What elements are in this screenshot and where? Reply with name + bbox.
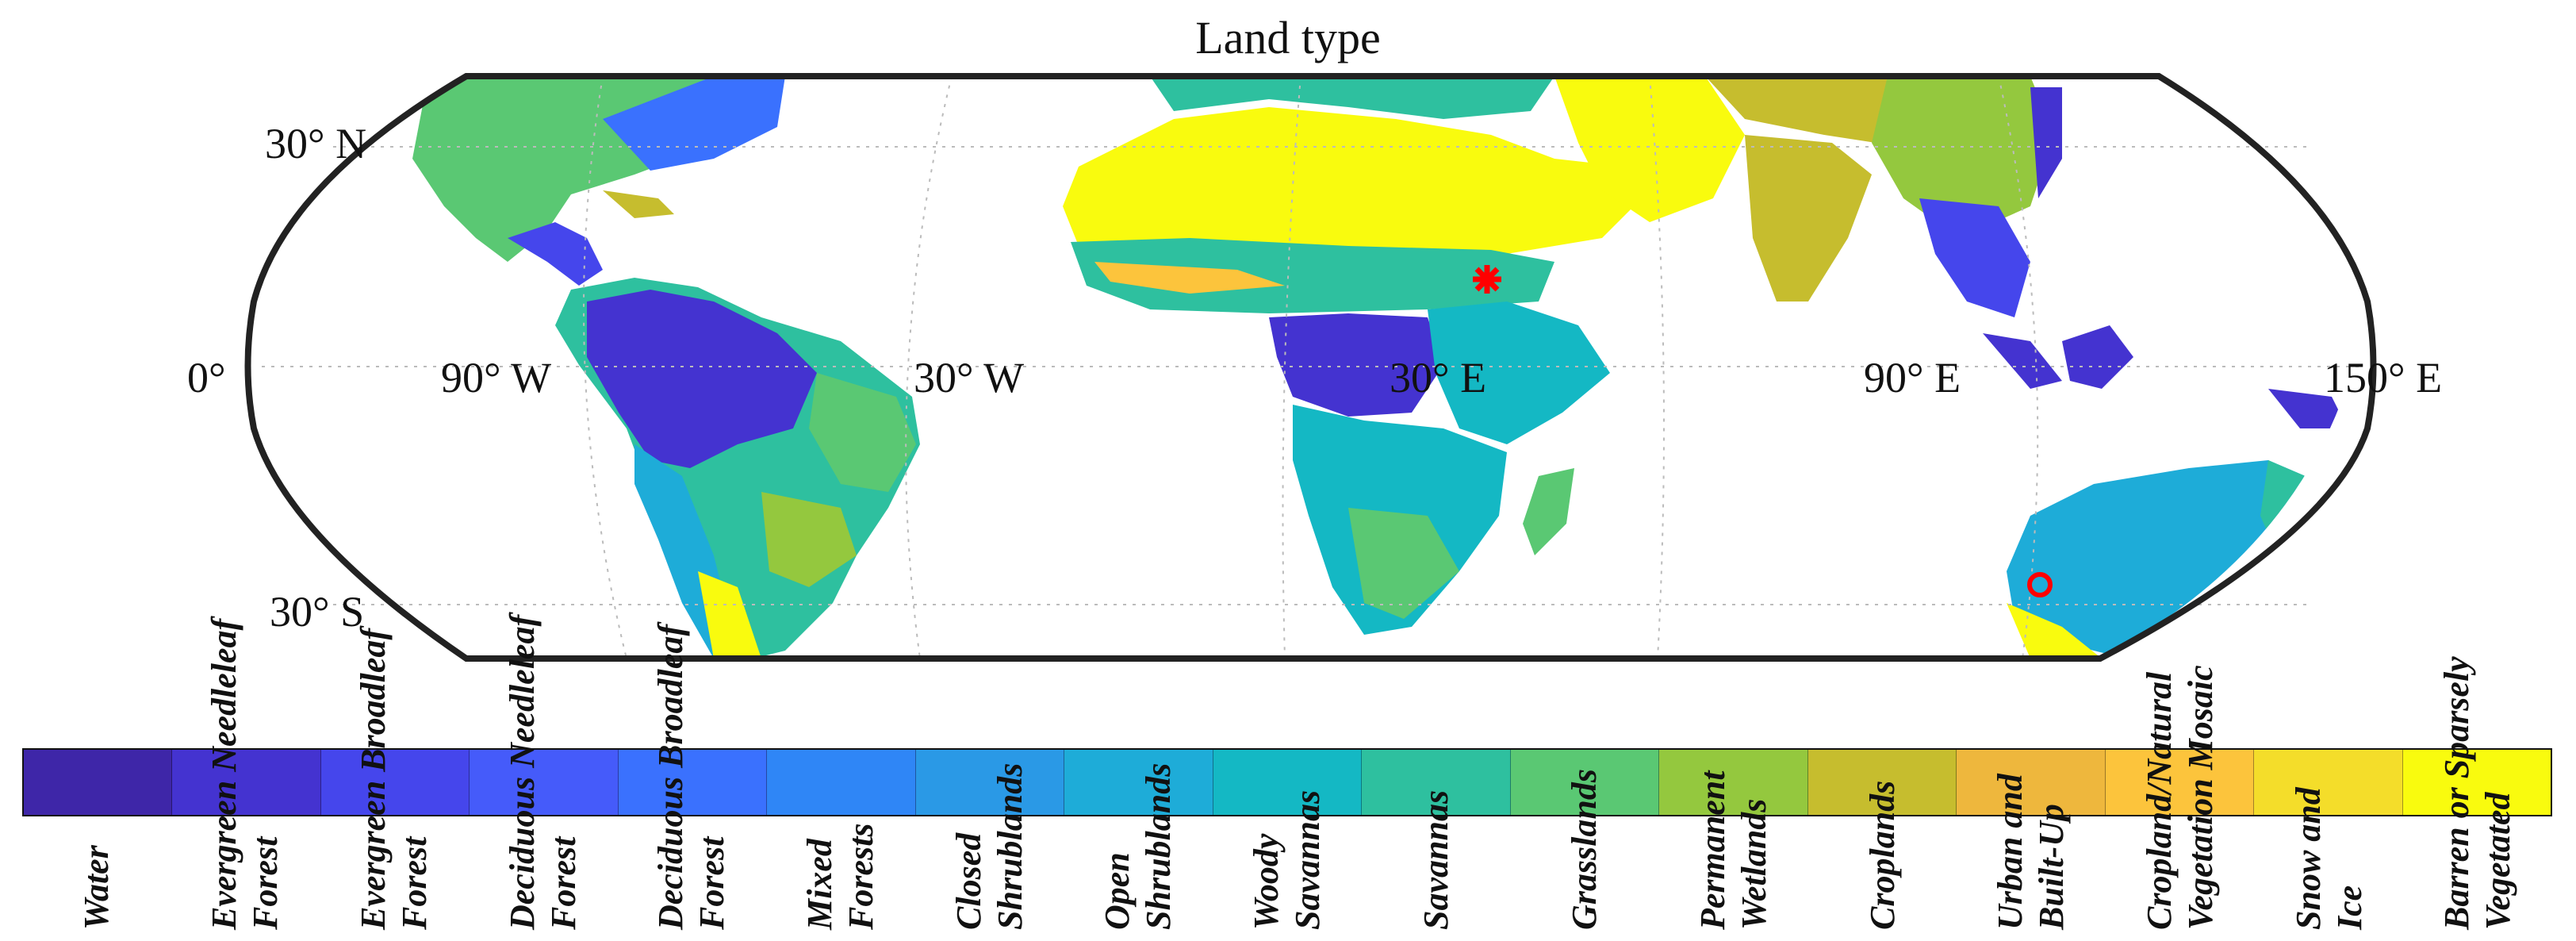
land-madagascar (1523, 468, 1574, 555)
land-india (1745, 135, 1872, 302)
colorbar-swatch (1362, 750, 1511, 815)
colorbar-label: Urban and (1991, 774, 2030, 930)
colorbar-label: Barren or Sparsely (2437, 656, 2477, 930)
land-europe (1150, 76, 1554, 119)
colorbar-label: Savannas (1416, 789, 1455, 930)
colorbar-label: Forests (841, 823, 881, 930)
lat-label-30s: 30° S (270, 588, 365, 636)
colorbar-swatch (2105, 750, 2255, 815)
land-papua (2268, 389, 2348, 428)
land-south-america-east (809, 373, 916, 492)
colorbar-label: Savannas (1288, 789, 1327, 930)
colorbar-label: Evergreen Broadleaf (354, 628, 393, 930)
land-middle-east (1554, 76, 1745, 222)
colorbar-label: Deciduous Broadleaf (651, 624, 691, 930)
lon-label-90w: 90° W (441, 354, 552, 401)
colorbar-label: Mixed (800, 839, 840, 930)
lon-label-90e: 90° E (1864, 354, 1961, 401)
colorbar-label: Ice (2329, 885, 2369, 930)
colorbar-label: Forest (543, 836, 583, 930)
map-frame (244, 73, 2377, 662)
colorbar-label: Grasslands (1565, 769, 1604, 930)
colorbar-label: Built-Up (2032, 804, 2072, 930)
land-patagonia (698, 571, 761, 659)
colorbar-swatch (1807, 750, 1957, 815)
land-sumatra (1983, 333, 2062, 389)
colorbar-label: Deciduous Needleleaf (502, 614, 542, 930)
map-title: Land type (1195, 12, 1381, 63)
colorbar-label: Forest (395, 836, 435, 930)
colorbar-swatch (618, 750, 768, 815)
colorbar-swatch (1659, 750, 1808, 815)
colorbar-label: Closed (949, 832, 988, 930)
colorbar-swatch (2254, 750, 2403, 815)
land-sahel (1071, 238, 1554, 313)
lat-label-30n: 30° N (265, 120, 367, 167)
circle-marker (2027, 572, 2053, 597)
land-amazon (587, 290, 817, 468)
colorbar-swatch (24, 750, 173, 815)
land-sahel-crops (1094, 262, 1285, 294)
colorbar-label: Forest (692, 836, 732, 930)
colorbar-swatch (470, 750, 619, 815)
lon-label-150e: 150° E (2324, 354, 2443, 401)
graticule (262, 75, 2363, 659)
colorbar-label: Open (1098, 852, 1137, 930)
land-east-coast (2030, 87, 2062, 198)
colorbar-label: Vegetation Mosaic (2180, 665, 2220, 930)
land-australia-south (2007, 603, 2102, 659)
colorbar-label: Shrublands (1139, 762, 1179, 930)
land-china (1872, 76, 2054, 238)
star-marker (1473, 265, 1501, 294)
colorbar-label: Wetlands (1734, 798, 1773, 930)
map-svg (244, 73, 2377, 662)
colorbar-label: Woody (1247, 833, 1286, 930)
colorbar-swatch (767, 750, 916, 815)
land-southeast-asia (1919, 198, 2030, 317)
land-pampas (761, 492, 857, 587)
colorbar-swatch (1064, 750, 1213, 815)
colorbar-label: Water (76, 845, 116, 930)
land-central-america (508, 222, 603, 286)
colorbar-label: Cropland/Natural (2139, 671, 2179, 930)
land-east-africa (1428, 302, 1610, 444)
colorbar-swatch (915, 750, 1065, 815)
land-southern-africa-grass (1348, 508, 1459, 619)
colorbar-swatch (1510, 750, 1660, 815)
colorbar-label: Evergreen Needleleaf (205, 618, 244, 930)
lat-label-0: 0° (187, 354, 226, 401)
colorbar-label: Forest (246, 836, 286, 930)
colorbar-swatch (172, 750, 321, 815)
land-sahara (1063, 107, 1634, 254)
land-borneo (2062, 325, 2133, 389)
lon-label-30w: 30° W (914, 354, 1025, 401)
lon-label-30e: 30° E (1390, 354, 1487, 401)
colorbar-swatch (2402, 750, 2551, 815)
colorbar-swatch (320, 750, 470, 815)
colorbar-swatch (1213, 750, 1363, 815)
colorbar-swatch (1957, 750, 2106, 815)
colorbar-label: Snow and (2288, 787, 2328, 930)
land-type-colorbar (22, 748, 2552, 816)
land-caribbean (603, 190, 674, 218)
colorbar-label: Vegetated (2478, 792, 2518, 930)
colorbar-label: Croplands (1862, 780, 1902, 930)
colorbar-label: Shrublands (990, 762, 1029, 930)
colorbar-label: Permanent (1692, 770, 1732, 930)
land-central-africa (1269, 313, 1443, 417)
